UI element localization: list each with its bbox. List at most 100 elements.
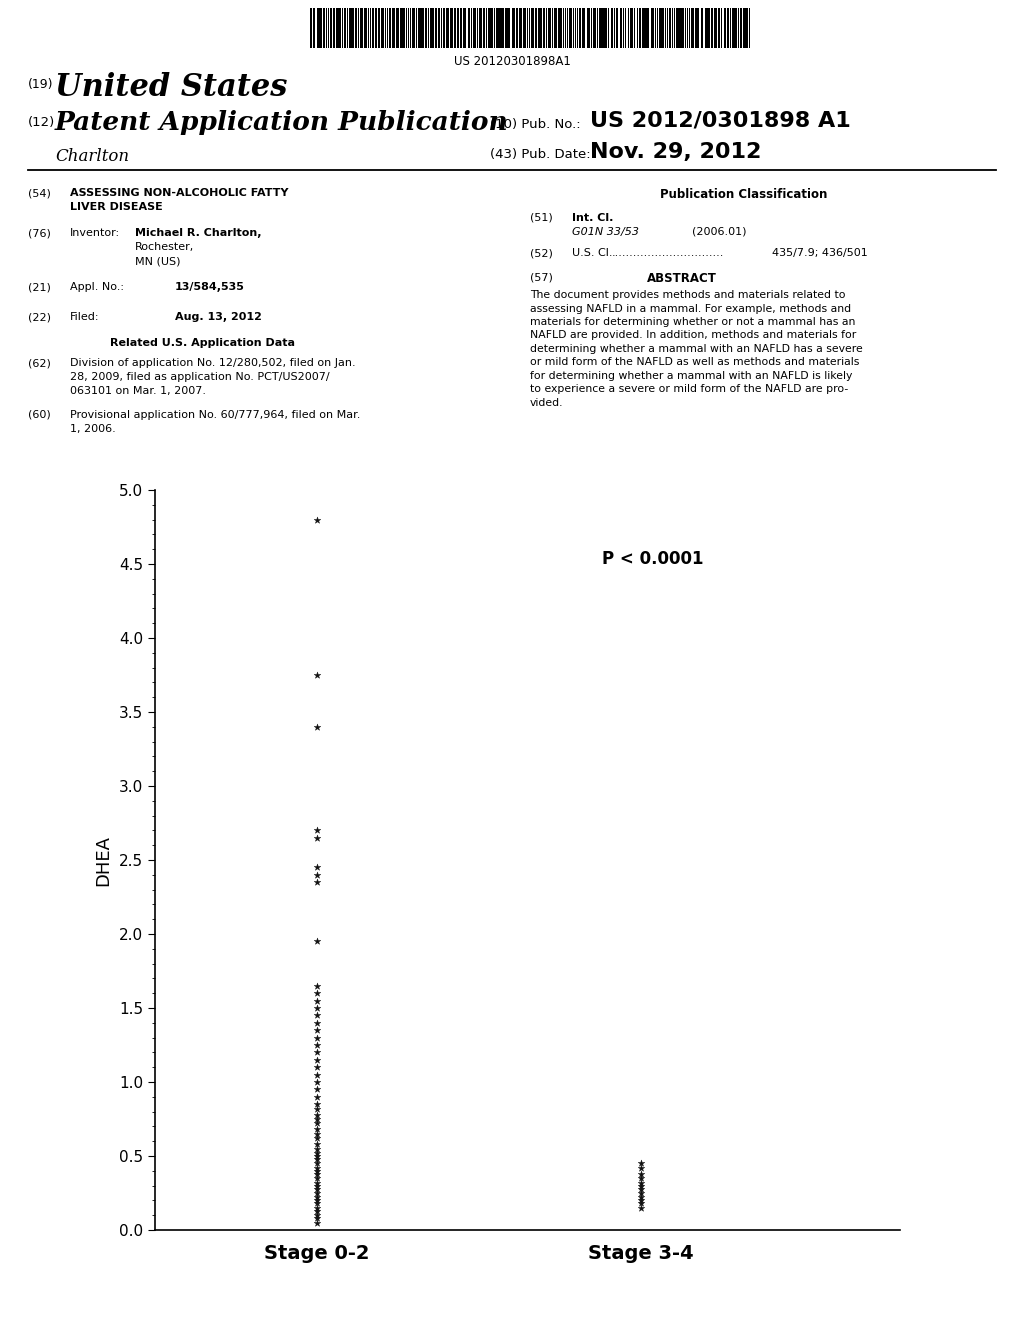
Point [309,1148,326,1170]
Bar [708,8,710,48]
Bar [559,8,562,48]
Text: 13/584,535: 13/584,535 [175,282,245,292]
Point [309,1187,326,1208]
Point [633,1168,649,1189]
Point [633,1187,649,1208]
Text: (62): (62) [28,358,51,368]
Point [309,717,326,738]
Bar [372,8,374,48]
Text: Aug. 13, 2012: Aug. 13, 2012 [175,312,262,322]
Point [309,1072,326,1093]
Point [309,1049,326,1071]
Bar [349,8,351,48]
Bar [734,8,737,48]
Bar [310,8,312,48]
Point [309,1158,326,1179]
Bar [364,8,367,48]
Bar [316,8,319,48]
Bar [749,8,751,48]
Point [633,1177,649,1199]
Bar [410,8,411,48]
Bar [343,8,345,48]
Bar [745,8,748,48]
Text: Appl. No.:: Appl. No.: [70,282,124,292]
Bar [445,8,447,48]
Text: 1, 2006.: 1, 2006. [70,424,116,434]
Point [633,1152,649,1173]
Point [309,1019,326,1040]
Point [309,975,326,997]
Bar [388,8,391,48]
Point [309,1177,326,1199]
Bar [594,8,596,48]
Bar [715,8,717,48]
Text: (43) Pub. Date:: (43) Pub. Date: [490,148,591,161]
Text: 063101 on Mar. 1, 2007.: 063101 on Mar. 1, 2007. [70,385,206,396]
Bar [473,8,474,48]
Point [633,1163,649,1184]
Bar [479,8,482,48]
Text: NAFLD are provided. In addition, methods and materials for: NAFLD are provided. In addition, methods… [530,330,856,341]
Point [309,1205,326,1226]
Text: US 2012/0301898 A1: US 2012/0301898 A1 [590,110,851,129]
Text: United States: United States [55,73,288,103]
Point [309,1146,326,1167]
Bar [522,8,525,48]
Y-axis label: DHEA: DHEA [94,834,112,886]
Point [309,982,326,1003]
Point [309,1005,326,1026]
Bar [375,8,377,48]
Bar [674,8,675,48]
Point [309,1064,326,1085]
Bar [639,8,640,48]
Text: (19): (19) [28,78,53,91]
Point [309,828,326,849]
Text: (51): (51) [530,213,553,223]
Point [309,1160,326,1181]
Text: Rochester,: Rochester, [135,242,195,252]
Bar [623,8,624,48]
Bar [359,8,361,48]
Point [309,1163,326,1184]
Bar [483,8,484,48]
Point [309,1138,326,1159]
Bar [498,8,500,48]
Point [309,1041,326,1063]
Point [309,1113,326,1134]
Point [309,998,326,1019]
Point [309,1200,326,1221]
Text: (54): (54) [28,187,51,198]
Text: Michael R. Charlton,: Michael R. Charlton, [135,228,261,238]
Bar [662,8,663,48]
Bar [681,8,683,48]
Point [309,931,326,952]
Bar [412,8,415,48]
Text: G01N 33/53: G01N 33/53 [572,227,639,238]
Text: 435/7.9; 436/501: 435/7.9; 436/501 [772,248,867,257]
Bar [569,8,571,48]
Bar [437,8,439,48]
Bar [496,8,498,48]
Text: Nov. 29, 2012: Nov. 29, 2012 [590,143,762,162]
Point [309,1086,326,1107]
Bar [352,8,354,48]
Bar [644,8,646,48]
Text: (57): (57) [530,272,553,282]
Bar [516,8,518,48]
Point [309,1175,326,1196]
Text: assessing NAFLD in a mammal. For example, methods and: assessing NAFLD in a mammal. For example… [530,304,851,314]
Bar [468,8,470,48]
Bar [330,8,332,48]
Bar [667,8,668,48]
Point [633,1175,649,1196]
Point [309,1152,326,1173]
Bar [490,8,492,48]
Bar [688,8,690,48]
Point [309,820,326,841]
Bar [587,8,590,48]
Bar [631,8,633,48]
Bar [740,8,742,48]
Bar [487,8,489,48]
Bar [450,8,452,48]
Text: The document provides methods and materials related to: The document provides methods and materi… [530,290,846,300]
